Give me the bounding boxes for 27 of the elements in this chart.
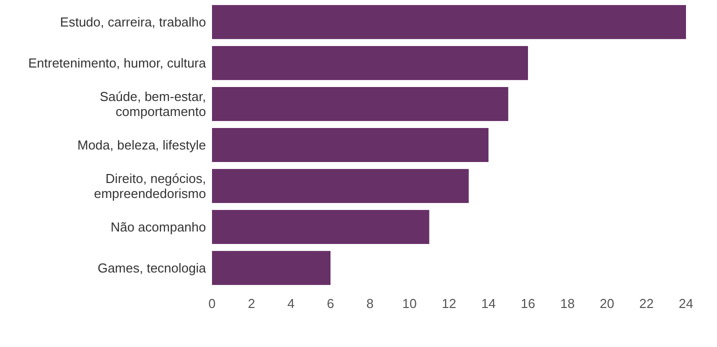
y-tick-label: Saúde, bem-estar, comportamento <box>100 89 206 120</box>
x-tick-label: 0 <box>208 296 216 312</box>
bar <box>212 250 330 285</box>
y-tick-label: Não acompanho <box>110 220 206 235</box>
y-tick-label: Moda, beleza, lifestyle <box>77 138 206 153</box>
y-tick-label: Entretenimento, humor, cultura <box>28 56 207 71</box>
x-tick-label: 14 <box>481 296 496 312</box>
bar <box>212 128 488 162</box>
x-tick-label: 16 <box>520 296 536 312</box>
x-tick-label: 4 <box>287 296 295 312</box>
x-tick-label: 8 <box>366 296 374 312</box>
bar <box>212 5 686 40</box>
y-tick-label: Estudo, carreira, trabalho <box>60 14 206 30</box>
x-tick-label: 6 <box>326 296 334 312</box>
bar <box>212 210 430 244</box>
y-tick-label: Games, tecnologia <box>98 260 207 276</box>
x-tick-label: 24 <box>678 296 694 312</box>
x-tick-label: 20 <box>600 296 614 312</box>
x-tick-label: 10 <box>402 296 417 312</box>
x-tick-label: 2 <box>248 296 256 312</box>
x-tick-label: 12 <box>442 296 456 312</box>
bar <box>212 168 469 203</box>
x-tick-label: 18 <box>560 296 575 312</box>
x-tick-label: 22 <box>639 296 654 312</box>
bar <box>212 46 528 80</box>
bar <box>212 87 508 122</box>
y-tick-label: Direito, negócios, empreendedorismo <box>94 171 206 202</box>
